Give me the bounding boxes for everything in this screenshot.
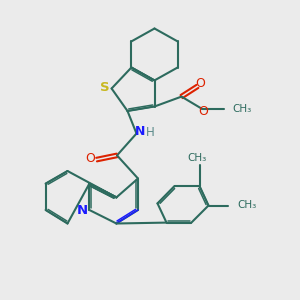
Text: CH₃: CH₃ — [232, 103, 252, 114]
Text: O: O — [195, 77, 205, 90]
Text: N: N — [135, 125, 146, 138]
Text: O: O — [198, 105, 208, 118]
Text: CH₃: CH₃ — [237, 200, 256, 211]
Text: O: O — [85, 152, 95, 165]
Text: CH₃: CH₃ — [187, 153, 206, 164]
Text: N: N — [77, 204, 88, 217]
Text: H: H — [146, 126, 154, 140]
Text: S: S — [100, 81, 110, 94]
